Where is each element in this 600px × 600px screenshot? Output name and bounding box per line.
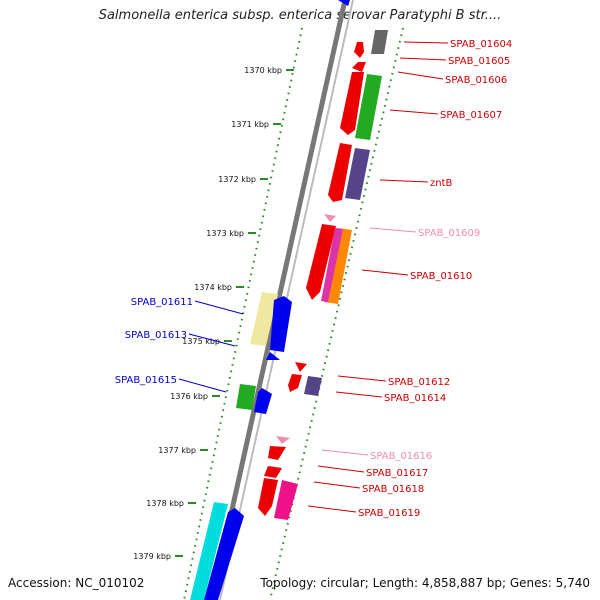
gene-block (276, 436, 290, 444)
gene-block (270, 296, 292, 352)
gene-labels: SPAB_01604 SPAB_01605 SPAB_01606 SPAB_01607… (115, 39, 513, 519)
gene-label: SPAB_01616 (370, 451, 432, 462)
gene-label: SPAB_01611 (131, 297, 193, 308)
label-leader (379, 179, 429, 183)
label-leader (317, 465, 365, 473)
gene-label: SPAB_01614 (384, 393, 446, 404)
ruler-label: 1374 kbp (194, 283, 232, 292)
ruler-label: 1373 kbp (206, 229, 244, 238)
gene-block (288, 374, 302, 392)
gene-block (328, 143, 352, 202)
gene-block (204, 508, 244, 600)
gene-block (254, 388, 272, 414)
gene-label: SPAB_01604 (450, 39, 512, 50)
gene-block (236, 384, 256, 410)
gene-label: SPAB_01609 (418, 228, 480, 239)
label-leader (403, 41, 449, 44)
label-leader (313, 481, 361, 489)
gene-label: SPAB_01607 (440, 110, 502, 121)
genome-title: Salmonella enterica subsp. enterica sero… (98, 8, 502, 23)
gene-block (274, 480, 298, 520)
label-leader (399, 57, 447, 61)
gene-label: SPAB_01618 (362, 484, 424, 495)
ruler-label: 1371 kbp (231, 120, 269, 129)
gene-block (340, 72, 364, 135)
label-leader (194, 300, 244, 315)
gene-block (324, 214, 336, 222)
gene-block (295, 362, 307, 372)
gene-block (268, 446, 286, 460)
gene-block (250, 292, 278, 346)
gene-label: zntB (430, 178, 453, 189)
gene-block (321, 228, 343, 302)
gene-label: SPAB_01610 (410, 271, 472, 282)
gene-block (258, 478, 278, 516)
topology-text: Topology: circular; Length: 4,858,887 bp… (260, 576, 590, 590)
gene-label: SPAB_01615 (115, 375, 177, 386)
label-leader (307, 505, 357, 513)
gene-block (266, 352, 280, 360)
label-leader (335, 391, 383, 398)
label-leader (337, 375, 387, 382)
gene-blocks-left (190, 0, 350, 600)
ruler: 1370 kbp 1371 kbp 1372 kbp 1373 kbp 1374 kbp… (133, 66, 294, 561)
gene-block (345, 148, 370, 200)
ruler-label: 1378 kbp (146, 499, 184, 508)
gene-blocks-right (258, 30, 388, 520)
ruler-label: 1376 kbp (170, 392, 208, 401)
gene-block (354, 42, 364, 58)
gene-block (338, 0, 350, 6)
label-leader (369, 227, 417, 233)
gene-label: SPAB_01605 (448, 56, 510, 67)
label-leader (389, 109, 439, 115)
gene-label: SPAB_01612 (388, 377, 450, 388)
accession-text: Accession: NC_010102 (8, 576, 145, 590)
gene-block (264, 466, 282, 478)
gene-label: SPAB_01613 (125, 330, 187, 341)
gene-label: SPAB_01619 (358, 508, 420, 519)
label-leader (321, 449, 369, 456)
gene-block (355, 74, 382, 140)
gene-label: SPAB_01617 (366, 468, 428, 479)
label-leader (361, 269, 409, 276)
ruler-label: 1377 kbp (158, 446, 196, 455)
ruler-label: 1370 kbp (244, 66, 282, 75)
label-leader (178, 378, 227, 393)
ruler-label: 1372 kbp (218, 175, 256, 184)
gene-block (306, 224, 336, 300)
ruler-label: 1375 kbp (182, 337, 220, 346)
gene-block (371, 30, 388, 54)
gene-block (352, 62, 366, 72)
gene-block (304, 376, 322, 396)
label-leader (188, 333, 236, 347)
gene-label: SPAB_01606 (445, 75, 507, 86)
gene-block (190, 502, 228, 600)
label-leader (397, 71, 444, 80)
ruler-label: 1379 kbp (133, 552, 171, 561)
